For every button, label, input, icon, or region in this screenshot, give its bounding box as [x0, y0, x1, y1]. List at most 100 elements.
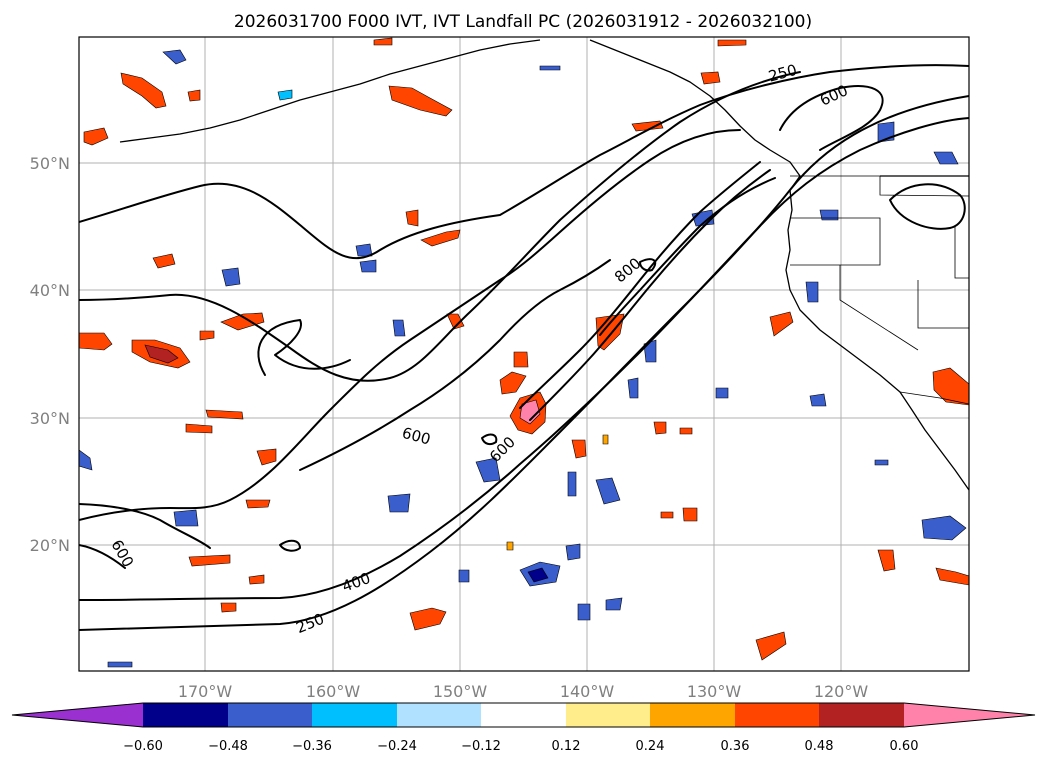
neg-anomaly-blob — [805, 281, 819, 303]
pos-anomaly-blob — [188, 554, 231, 567]
contour-250-eastblob — [889, 183, 966, 230]
pos-anomaly-blob — [152, 253, 176, 269]
neg-anomaly-blob — [874, 459, 889, 466]
lon-label: 140°W — [560, 682, 615, 701]
neg-anomaly-blob — [392, 319, 406, 337]
lon-label: 170°W — [178, 682, 233, 701]
pos-anomaly-blob — [420, 229, 461, 247]
coastline-alaska-gulf — [589, 39, 969, 491]
ivt-contours — [79, 64, 969, 631]
colorbar-segment — [481, 703, 566, 727]
pos-anomaly-blob — [679, 427, 693, 435]
contour-small-1 — [279, 539, 301, 552]
lat-label: 20°N — [30, 536, 70, 555]
neg-anomaly-blob — [567, 471, 577, 497]
neg-anomaly-blob — [933, 151, 959, 165]
border-states-1 — [790, 217, 881, 266]
neg-anomaly-blob — [577, 603, 591, 621]
neg-anomaly-blob — [715, 387, 729, 399]
colorbar-segment — [312, 703, 397, 727]
pos-anomaly-blob — [602, 434, 609, 445]
colorbar-tick-label: 0.48 — [805, 739, 834, 754]
neg-anomaly-blob — [565, 543, 581, 561]
neg-anomaly-blob — [809, 393, 827, 407]
contour-600-hook — [257, 319, 351, 376]
contour-small-2 — [481, 433, 498, 446]
pos-anomaly-blob — [700, 71, 721, 85]
coastlines — [119, 39, 969, 491]
pos-anomaly-blob — [405, 209, 419, 227]
neg-anomaly-blob — [819, 209, 839, 221]
pos-anomaly-blob — [199, 330, 215, 341]
neg-anomaly-blob — [475, 457, 501, 483]
neg-anomaly-blob — [387, 493, 411, 513]
pos-anomaly-blob — [660, 511, 674, 519]
pos-anomaly-blob — [506, 541, 514, 551]
pos-anomaly-blob — [935, 567, 969, 586]
colorbar-tick-labels: −0.60 −0.48 −0.36 −0.24 −0.12 0.12 0.24 … — [123, 739, 918, 754]
pos-anomaly-blob — [388, 85, 453, 117]
pos-anomaly-blob — [187, 89, 201, 102]
neg-anomaly-blob — [359, 259, 377, 273]
colorbar-tick-label: −0.24 — [377, 739, 417, 754]
neg-anomaly-blob — [107, 661, 133, 668]
figure-title: 2026031700 F000 IVT, IVT Landfall PC (20… — [234, 12, 812, 32]
latitude-labels: 50°N 40°N 30°N 20°N — [30, 154, 70, 555]
neg-anomaly-blob — [79, 449, 93, 471]
pos-anomaly-blob — [499, 371, 527, 395]
pos-anomaly-blob — [755, 631, 787, 661]
lon-label: 160°W — [306, 682, 361, 701]
lat-label: 30°N — [30, 409, 70, 428]
pos-anomaly-blob — [220, 602, 237, 613]
contour-800-core — [599, 177, 776, 336]
contour-600-west — [79, 503, 211, 549]
colorbar-segment — [650, 703, 735, 727]
neg-anomaly-blob — [921, 515, 967, 541]
pos-anomaly-blob — [256, 448, 277, 466]
colorbar-tick-label: −0.12 — [461, 739, 501, 754]
pos-anomaly-blob — [653, 421, 667, 435]
contour-800 — [519, 161, 761, 409]
colorbar-tick-label: −0.36 — [292, 739, 332, 754]
contour-small-3 — [639, 258, 657, 272]
pos-anomaly-blob — [769, 311, 794, 337]
colorbar-segment — [735, 703, 819, 727]
colorbar-segment — [143, 703, 228, 727]
longitude-labels: 170°W 160°W 150°W 140°W 130°W 120°W — [178, 682, 869, 701]
neg-anomaly-blob — [627, 377, 639, 399]
pos-anomaly-blob — [446, 313, 465, 330]
lon-label: 120°W — [814, 682, 869, 701]
pos-anomaly-blob — [595, 313, 625, 351]
colorbar-tick-label: 0.36 — [721, 739, 750, 754]
colorbar-extend-min — [12, 703, 143, 727]
contour-600-north — [779, 85, 884, 151]
neg-anomaly-blob — [277, 89, 293, 101]
pos-anomaly-blob — [717, 39, 747, 47]
border-us-mexico — [899, 391, 969, 405]
colorbar-outline — [11, 702, 1036, 728]
pos-anomaly-blob — [631, 120, 664, 132]
neg-anomaly-blob — [539, 65, 561, 71]
border-us-canada — [790, 175, 969, 197]
pos-anomaly-blob — [205, 409, 244, 420]
pos-anomaly-blob — [409, 607, 447, 631]
pos-anomaly-blob-strong — [144, 344, 179, 364]
colorbar-segment — [228, 703, 312, 727]
pos-anomaly-blob — [120, 72, 167, 109]
colorbar-tick-label: 0.60 — [890, 739, 919, 754]
neg-anomaly-blob — [595, 477, 621, 505]
neg-anomaly-blob — [221, 267, 241, 287]
pos-anomaly-blob — [513, 351, 529, 368]
coastline-alaska-aleutians — [119, 39, 541, 143]
map-frame — [78, 36, 970, 672]
pos-anomaly-blob — [83, 127, 109, 146]
pos-anomaly-blob — [571, 439, 587, 459]
colorbar-tick-label: 0.12 — [552, 739, 581, 754]
pos-anomaly-blob — [877, 549, 896, 572]
colorbar — [11, 702, 1036, 728]
contour-600-inner — [299, 259, 611, 471]
border-states-2 — [839, 265, 919, 351]
colorbar-extend-max — [904, 703, 1035, 727]
lon-label: 130°W — [687, 682, 742, 701]
